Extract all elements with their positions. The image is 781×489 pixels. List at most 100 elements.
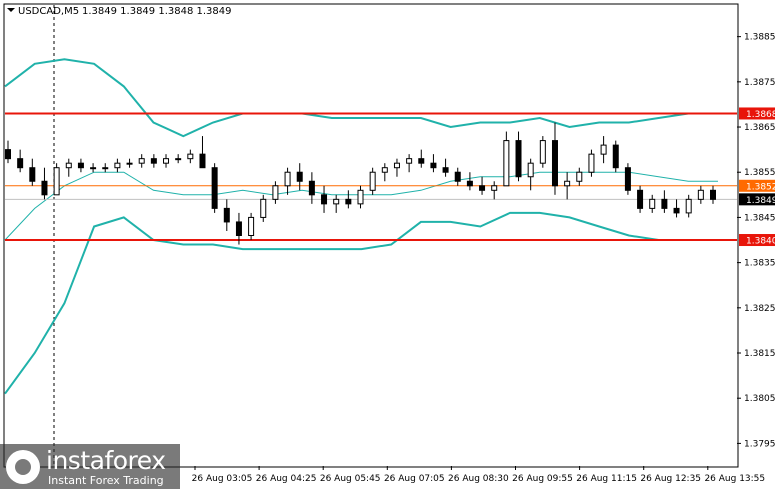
candle-body: [369, 171, 376, 191]
candle-body: [199, 153, 206, 169]
candle-body: [612, 144, 619, 169]
logo-mark-icon: [6, 450, 40, 484]
logo-name: instaforex: [46, 446, 166, 475]
candle-body: [29, 167, 36, 182]
candle-body: [454, 171, 461, 182]
ask-price-label-text: 1.3852: [746, 182, 778, 192]
candle-body: [357, 189, 364, 205]
candle-body: [175, 158, 182, 161]
candle-body: [272, 185, 279, 200]
current-price-label-text: 1.3849: [746, 196, 778, 206]
candle-body: [150, 158, 157, 164]
candle-body: [491, 185, 498, 191]
symbol-label: USDCAD,M5: [18, 6, 79, 17]
candle-body: [333, 198, 340, 205]
candle-body: [345, 198, 352, 205]
candle-body: [551, 140, 558, 187]
candle-body: [284, 171, 291, 187]
y-tick-label: 1.3865: [744, 123, 776, 133]
candle-body: [710, 189, 716, 200]
ask-price-label-bg: [739, 179, 775, 192]
plot-frame: [3, 3, 739, 468]
y-tick-label: 1.3855: [744, 168, 776, 178]
level-price-label-bg: [739, 234, 775, 247]
x-tick-label: 26 Aug 04:25: [256, 474, 317, 484]
candle-body: [90, 167, 97, 170]
candle-body: [321, 194, 328, 205]
candle-body: [211, 167, 218, 209]
candle-body: [260, 198, 267, 218]
bollinger-lower-line: [4, 211, 718, 395]
candles: [5, 122, 716, 245]
chart-header: USDCAD,M5 1.3849 1.3849 1.3848 1.3849: [7, 6, 232, 17]
candle-body: [126, 162, 133, 165]
candle-body: [515, 140, 522, 178]
candle-body: [576, 171, 583, 182]
candle-body: [539, 140, 546, 164]
candle-body: [53, 167, 60, 196]
level-price-label-text: 1.3840: [746, 237, 778, 247]
ask-price-label: 1.3852: [739, 179, 778, 192]
candle-body: [588, 153, 595, 173]
level-price-label-text: 1.3868: [746, 110, 778, 120]
y-tick-label: 1.3835: [744, 259, 776, 269]
x-tick-label: 26 Aug 03:05: [192, 474, 253, 484]
candle-body: [102, 167, 109, 170]
candle-body: [673, 207, 680, 214]
dropdown-triangle-icon[interactable]: [7, 8, 15, 12]
level-price-label: 1.3840: [739, 234, 778, 247]
candle-body: [17, 158, 24, 169]
candle-body: [41, 180, 48, 196]
candle-body: [527, 162, 534, 178]
candle-body: [65, 162, 72, 169]
y-tick-label: 1.3845: [744, 213, 776, 223]
price-labels: 1.3868 1.3840 1.3852 1.3849: [739, 107, 778, 247]
candle-body: [223, 207, 230, 223]
x-tick-label: 26 Aug 12:35: [640, 474, 701, 484]
y-tick-label: 1.3825: [744, 304, 776, 314]
level-lines: [5, 112, 737, 242]
x-tick-label: 26 Aug 05:45: [320, 474, 381, 484]
candle-body: [381, 167, 388, 173]
candle-body: [442, 167, 449, 173]
x-tick-label: 26 Aug 13:55: [704, 474, 765, 484]
y-axis: 1.3885 1.3875 1.3865 1.3855 1.3845 1.3835 1.38…: [737, 33, 776, 449]
candle-body: [649, 198, 656, 209]
candle-body: [296, 171, 303, 182]
x-tick-label: 26 Aug 08:30: [448, 474, 509, 484]
instaforex-logo: instaforex Instant Forex Trading: [0, 444, 180, 489]
current-price-label: 1.3849: [739, 193, 778, 206]
bollinger-upper-line: [4, 58, 718, 138]
candle-body: [187, 153, 194, 160]
candle-body: [466, 180, 473, 187]
candle-body: [138, 158, 145, 164]
candle-body: [393, 162, 400, 169]
candle-body: [564, 180, 571, 187]
x-axis: 26 Aug 03:05 26 Aug 04:25 26 Aug 05:45 26 A…: [192, 466, 765, 484]
candle-body: [163, 158, 170, 164]
x-tick-label: 26 Aug 09:55: [512, 474, 573, 484]
y-tick-label: 1.3875: [744, 78, 776, 88]
x-tick-label: 26 Aug 07:05: [384, 474, 445, 484]
y-tick-label: 1.3805: [744, 394, 776, 404]
candle-body: [308, 180, 315, 196]
candle-body: [418, 158, 425, 164]
level-price-label-bg: [739, 107, 775, 120]
candle-body: [637, 189, 644, 209]
current-price-label-bg: [739, 193, 775, 206]
candle-body: [5, 149, 11, 160]
candle-body: [600, 144, 607, 155]
y-tick-label: 1.3815: [744, 349, 776, 359]
level-price-label: 1.3868: [739, 107, 778, 120]
logo-tagline: Instant Forex Trading: [48, 474, 164, 487]
candle-body: [430, 162, 437, 169]
candle-body: [661, 198, 668, 209]
ohlc-readout: 1.3849 1.3849 1.3848 1.3849: [82, 6, 232, 17]
candle-body: [503, 140, 510, 187]
candle-body: [235, 221, 242, 237]
candle-body: [479, 185, 486, 191]
candle-body: [406, 158, 413, 164]
candle-body: [114, 162, 121, 169]
